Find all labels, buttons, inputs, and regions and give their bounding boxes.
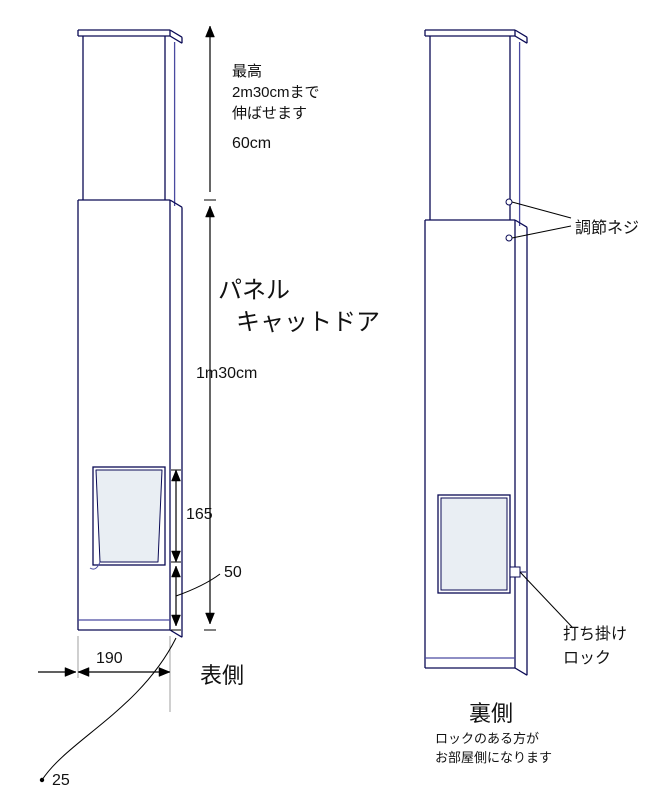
- dim-flap-h: 165: [186, 506, 213, 524]
- dim-upper: 60cm: [232, 135, 271, 153]
- diagram-canvas: 最高2m30cmまで伸ばせます 60cm 1m30cm パネルキャットドア 165 50 1…: [0, 0, 667, 805]
- dim-depth: 25: [52, 772, 70, 790]
- latch-label: 打ち掛けロック: [563, 620, 627, 668]
- back-note-label: ロックのある方がお部屋側になります: [435, 728, 552, 766]
- front-side-label: 表側: [200, 658, 244, 690]
- diagram-svg: [0, 0, 667, 805]
- title-2: キャットドア: [236, 302, 380, 337]
- title-1: パネル: [218, 270, 290, 305]
- ext-note-label: 最高2m30cmまで伸ばせます: [232, 60, 320, 123]
- dim-width: 190: [96, 650, 123, 668]
- adjust-screw-label: 調節ネジ: [575, 214, 639, 238]
- dim-lower: 1m30cm: [196, 365, 257, 383]
- dim-bottom-gap: 50: [224, 564, 242, 582]
- back-side-label: 裏側: [469, 696, 513, 728]
